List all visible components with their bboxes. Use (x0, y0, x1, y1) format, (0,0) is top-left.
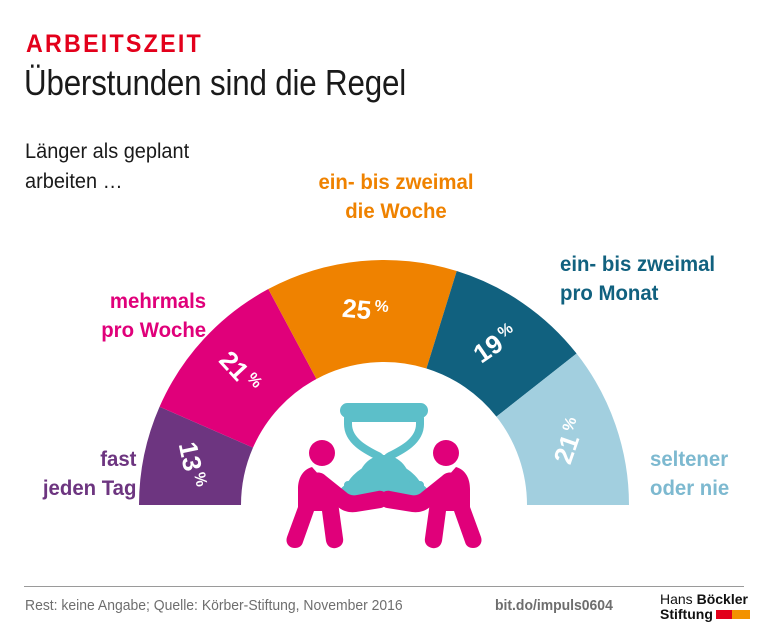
slice-label-line-2: jeden Tag (42, 477, 136, 500)
slice-label-seltener-oder-nie: seltener oder nie (650, 445, 729, 503)
subtitle: Länger als geplant arbeiten … (25, 137, 189, 197)
semicircle-donut-chart: 13% 21% 25% 19% 21% (42, 168, 729, 549)
slice-label-line-1: ein- bis zweimal (318, 171, 474, 194)
donut-svg: 13%21%25%19%21% (139, 260, 629, 549)
donut-slice[interactable] (139, 406, 253, 505)
slice-label-line-2: pro Woche (101, 319, 206, 342)
source-note: Rest: keine Angabe; Quelle: Körber-Stift… (25, 597, 403, 614)
slice-label-line-1: ein- bis zweimal (560, 253, 716, 276)
short-link[interactable]: bit.do/impuls0604 (495, 597, 613, 614)
slice-label-line-2: die Woche (345, 200, 447, 223)
slice-label-line-2: pro Monat (560, 282, 659, 305)
footer-divider (24, 586, 744, 587)
subtitle-line-2: arbeiten … (25, 170, 123, 193)
kicker-label: ARBEITSZEIT (26, 30, 203, 58)
donut-slices (139, 260, 629, 505)
slice-label-line-1: mehrmals (109, 290, 206, 313)
slice-label-line-2: oder nie (650, 477, 730, 500)
slice-label-fast-jeden-tag: fast jeden Tag (42, 445, 136, 503)
logo-boeckler: Böckler (696, 591, 748, 607)
person-left-icon (286, 440, 389, 549)
slice-label-mehrmals-pro-woche: mehrmals pro Woche (101, 287, 206, 345)
hourglass-icon (340, 403, 428, 500)
slice-label-line-1: seltener (650, 448, 729, 471)
logo-bar-orange (732, 610, 750, 619)
donut-slice[interactable] (426, 271, 577, 417)
logo-line-2: Stiftung (660, 606, 713, 622)
hourglass-illustration-icon (286, 403, 482, 549)
slice-label-ein-bis-zweimal-die-woche: ein- bis zweimal die Woche (266, 168, 526, 226)
donut-slice[interactable] (268, 260, 457, 379)
logo-bar-red (716, 610, 732, 619)
slice-value-label: 13% (173, 439, 212, 490)
slice-value-label: 25% (341, 293, 390, 327)
donut-slice[interactable] (159, 289, 317, 448)
logo-hans: Hans (660, 591, 697, 607)
slice-label-line-1: fast (99, 448, 136, 471)
hans-boeckler-stiftung-logo[interactable]: Hans Böckler Stiftung (660, 592, 750, 624)
logo-line-1: Hans Böckler (660, 592, 748, 607)
person-right-icon (379, 440, 482, 549)
slice-label-ein-bis-zweimal-pro-monat: ein- bis zweimal pro Monat (560, 250, 715, 308)
logo-bars (716, 610, 750, 619)
subtitle-line-1: Länger als geplant (25, 140, 190, 163)
page-title: Überstunden sind die Regel (24, 62, 407, 103)
donut-slice[interactable] (496, 353, 629, 505)
